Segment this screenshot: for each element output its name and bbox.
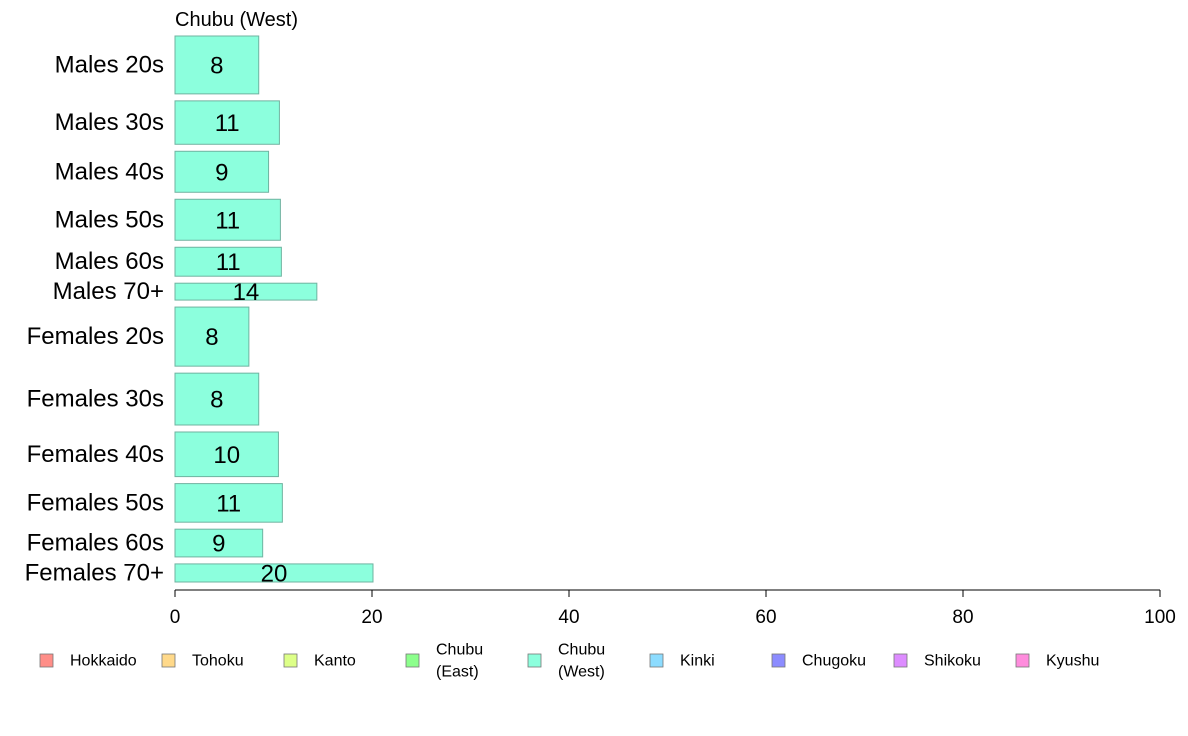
legend-swatch bbox=[649, 653, 664, 668]
category-label: Females 20s bbox=[27, 323, 164, 350]
bar bbox=[174, 372, 260, 426]
x-tick-label: 60 bbox=[755, 607, 776, 628]
category-label: Males 70+ bbox=[53, 278, 164, 305]
bar bbox=[174, 483, 283, 523]
chart-title: Chubu (West) bbox=[175, 9, 298, 31]
legend-label: Chubu bbox=[558, 642, 605, 659]
legend-swatch bbox=[161, 653, 176, 668]
legend-swatch bbox=[39, 653, 54, 668]
category-label: Males 40s bbox=[55, 158, 164, 185]
category-label: Females 70+ bbox=[25, 559, 164, 586]
legend-swatch bbox=[1015, 653, 1030, 668]
x-tick-label: 40 bbox=[558, 607, 579, 628]
data-label: 8 bbox=[205, 324, 218, 351]
bar bbox=[174, 198, 281, 241]
bar bbox=[174, 100, 280, 145]
x-tick-label: 100 bbox=[1144, 607, 1176, 628]
data-label: 11 bbox=[215, 207, 240, 234]
data-label: 8 bbox=[210, 52, 223, 79]
category-label: Males 30s bbox=[55, 109, 164, 136]
bar bbox=[174, 246, 282, 277]
bar bbox=[174, 35, 260, 95]
category-label: Males 20s bbox=[55, 51, 164, 78]
category-label: Females 40s bbox=[27, 441, 164, 468]
bar bbox=[174, 528, 264, 558]
legend-label: (East) bbox=[436, 664, 479, 681]
x-tick-label: 0 bbox=[170, 607, 181, 628]
legend-swatch bbox=[527, 653, 542, 668]
category-label: Males 60s bbox=[55, 248, 164, 275]
category-label: Females 60s bbox=[27, 530, 164, 557]
legend-label: Chubu bbox=[436, 642, 483, 659]
legend-label: Shikoku bbox=[924, 653, 981, 670]
data-label: 8 bbox=[210, 387, 223, 414]
legend-label: Kinki bbox=[680, 653, 715, 670]
legend-label: Kanto bbox=[314, 653, 356, 670]
data-label: 11 bbox=[215, 110, 240, 137]
category-label: Females 30s bbox=[27, 386, 164, 413]
data-label: 20 bbox=[261, 560, 288, 587]
x-tick-label: 20 bbox=[361, 607, 382, 628]
data-label: 14 bbox=[233, 279, 260, 306]
bar bbox=[174, 431, 279, 478]
x-axis: 0 20 40 60 80 100 bbox=[170, 589, 1176, 628]
legend-label: Hokkaido bbox=[70, 653, 137, 670]
legend-label: Kyushu bbox=[1046, 653, 1099, 670]
legend-swatch bbox=[893, 653, 908, 668]
legend-swatch bbox=[405, 653, 420, 668]
category-label: Females 50s bbox=[27, 489, 164, 516]
legend-swatch bbox=[283, 653, 298, 668]
data-label: 10 bbox=[213, 442, 240, 469]
bar bbox=[174, 282, 318, 301]
data-label: 9 bbox=[215, 159, 228, 186]
legend-swatch bbox=[771, 653, 786, 668]
legend-label: Chugoku bbox=[802, 653, 866, 670]
bars-group: Males 20s 8 Males 30s 11 Males 40s 9 Males 50s… bbox=[25, 35, 374, 587]
legend: Hokkaido Tohoku Kanto Chubu (East) Chubu (West… bbox=[39, 642, 1099, 681]
bar bbox=[174, 306, 250, 367]
x-tick-label: 80 bbox=[952, 607, 973, 628]
data-label: 9 bbox=[212, 531, 225, 558]
legend-label: Tohoku bbox=[192, 653, 244, 670]
data-label: 11 bbox=[216, 490, 241, 517]
bar bbox=[174, 150, 270, 193]
category-label: Males 50s bbox=[55, 206, 164, 233]
data-label: 11 bbox=[216, 249, 241, 276]
legend-label: (West) bbox=[558, 664, 605, 681]
bar bbox=[174, 563, 374, 583]
